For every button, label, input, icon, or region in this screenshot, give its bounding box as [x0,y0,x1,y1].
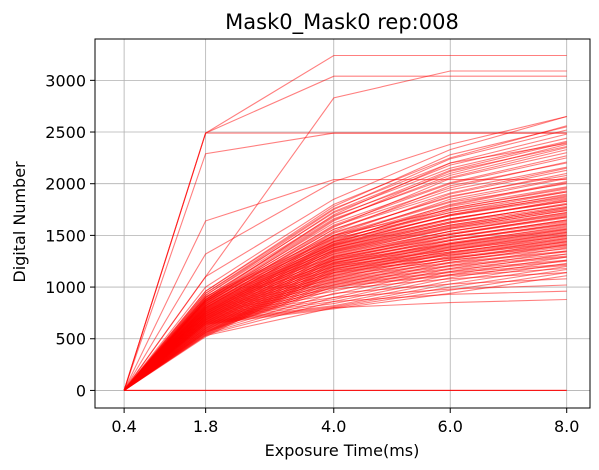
y-tick-label: 3000 [45,71,86,90]
series-line [123,231,567,391]
x-tick-label: 6.0 [438,417,463,436]
series-line [123,228,567,391]
series-line [123,221,567,391]
series-line [123,132,567,391]
y-tick-label: 1000 [45,278,86,297]
series-line [123,272,567,391]
series-line [123,125,567,391]
x-tick-label: 1.8 [193,417,218,436]
series-line [123,115,567,391]
x-axis-label: Exposure Time(ms) [265,441,420,460]
y-tick-label: 1500 [45,226,86,245]
series-lines [123,54,567,391]
x-tick-label: 0.4 [111,417,136,436]
x-axis: 0.4 1.8 4.0 6.0 8.0 [111,408,579,436]
series-line [123,129,567,391]
y-tick-label: 2000 [45,175,86,194]
y-tick-label: 2500 [45,123,86,142]
y-axis: 0 500 1000 1500 2000 2500 3000 [45,71,95,400]
y-axis-label: Digital Number [10,161,29,283]
chart-title: Mask0_Mask0 rep:008 [225,10,459,35]
series-line [123,115,567,391]
y-tick-label: 0 [76,381,86,400]
y-tick-label: 500 [55,330,86,349]
x-tick-label: 4.0 [321,417,346,436]
plot-frame [94,38,591,409]
series-line [123,126,567,391]
series-line [123,262,567,391]
x-tick-label: 8.0 [554,417,579,436]
series-line [123,275,567,391]
